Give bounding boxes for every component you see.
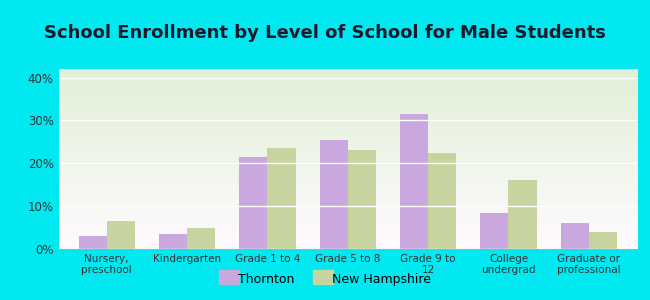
- Bar: [508, 180, 536, 249]
- Bar: [79, 236, 107, 249]
- Bar: [348, 150, 376, 249]
- Bar: [159, 234, 187, 249]
- Bar: [107, 221, 135, 249]
- Bar: [187, 228, 215, 249]
- Bar: [480, 213, 508, 249]
- Bar: [428, 153, 456, 249]
- Legend: Thornton, New Hampshire: Thornton, New Hampshire: [214, 268, 436, 291]
- Bar: [400, 114, 428, 249]
- Bar: [589, 232, 617, 249]
- Bar: [267, 148, 296, 249]
- Text: School Enrollment by Level of School for Male Students: School Enrollment by Level of School for…: [44, 24, 606, 42]
- Bar: [320, 140, 348, 249]
- Bar: [561, 223, 589, 249]
- Bar: [239, 157, 267, 249]
